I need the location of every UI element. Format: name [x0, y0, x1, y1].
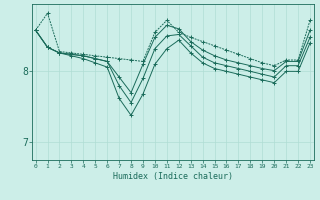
X-axis label: Humidex (Indice chaleur): Humidex (Indice chaleur)	[113, 172, 233, 181]
